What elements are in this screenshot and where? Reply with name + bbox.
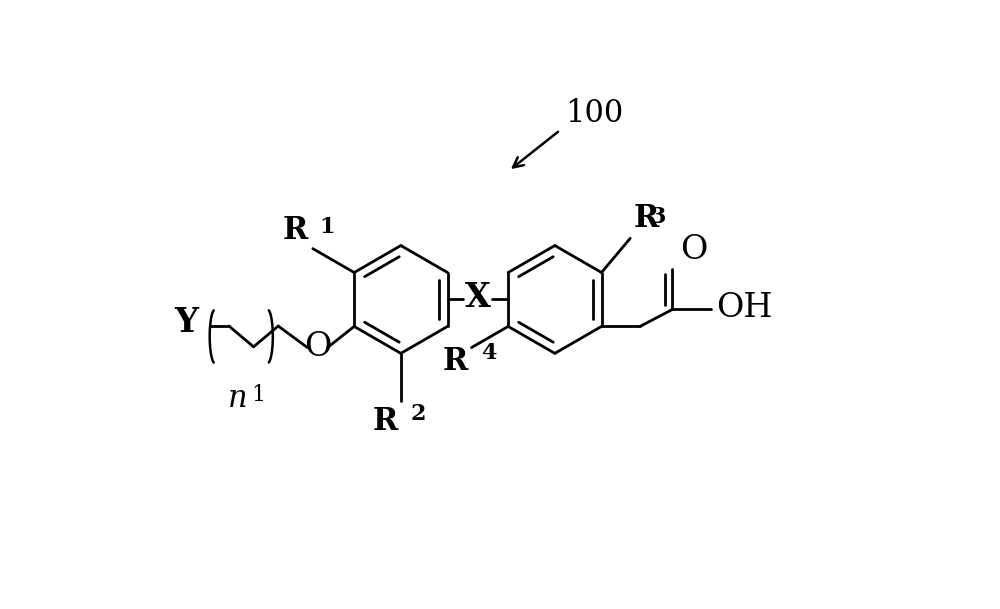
Text: R: R (633, 203, 659, 234)
Text: 2: 2 (411, 403, 426, 424)
Text: R: R (283, 214, 308, 245)
Text: R: R (443, 346, 468, 377)
Text: 100: 100 (565, 98, 623, 129)
Text: 1: 1 (251, 384, 265, 406)
Text: O: O (304, 331, 331, 363)
Text: n: n (228, 382, 247, 414)
Text: 4: 4 (482, 342, 497, 364)
Text: O: O (680, 234, 707, 266)
Text: 1: 1 (319, 216, 334, 238)
Text: X: X (465, 281, 491, 314)
Text: OH: OH (716, 292, 773, 324)
Text: Y: Y (174, 306, 198, 339)
Text: 3: 3 (650, 205, 666, 228)
Text: R: R (372, 406, 398, 437)
